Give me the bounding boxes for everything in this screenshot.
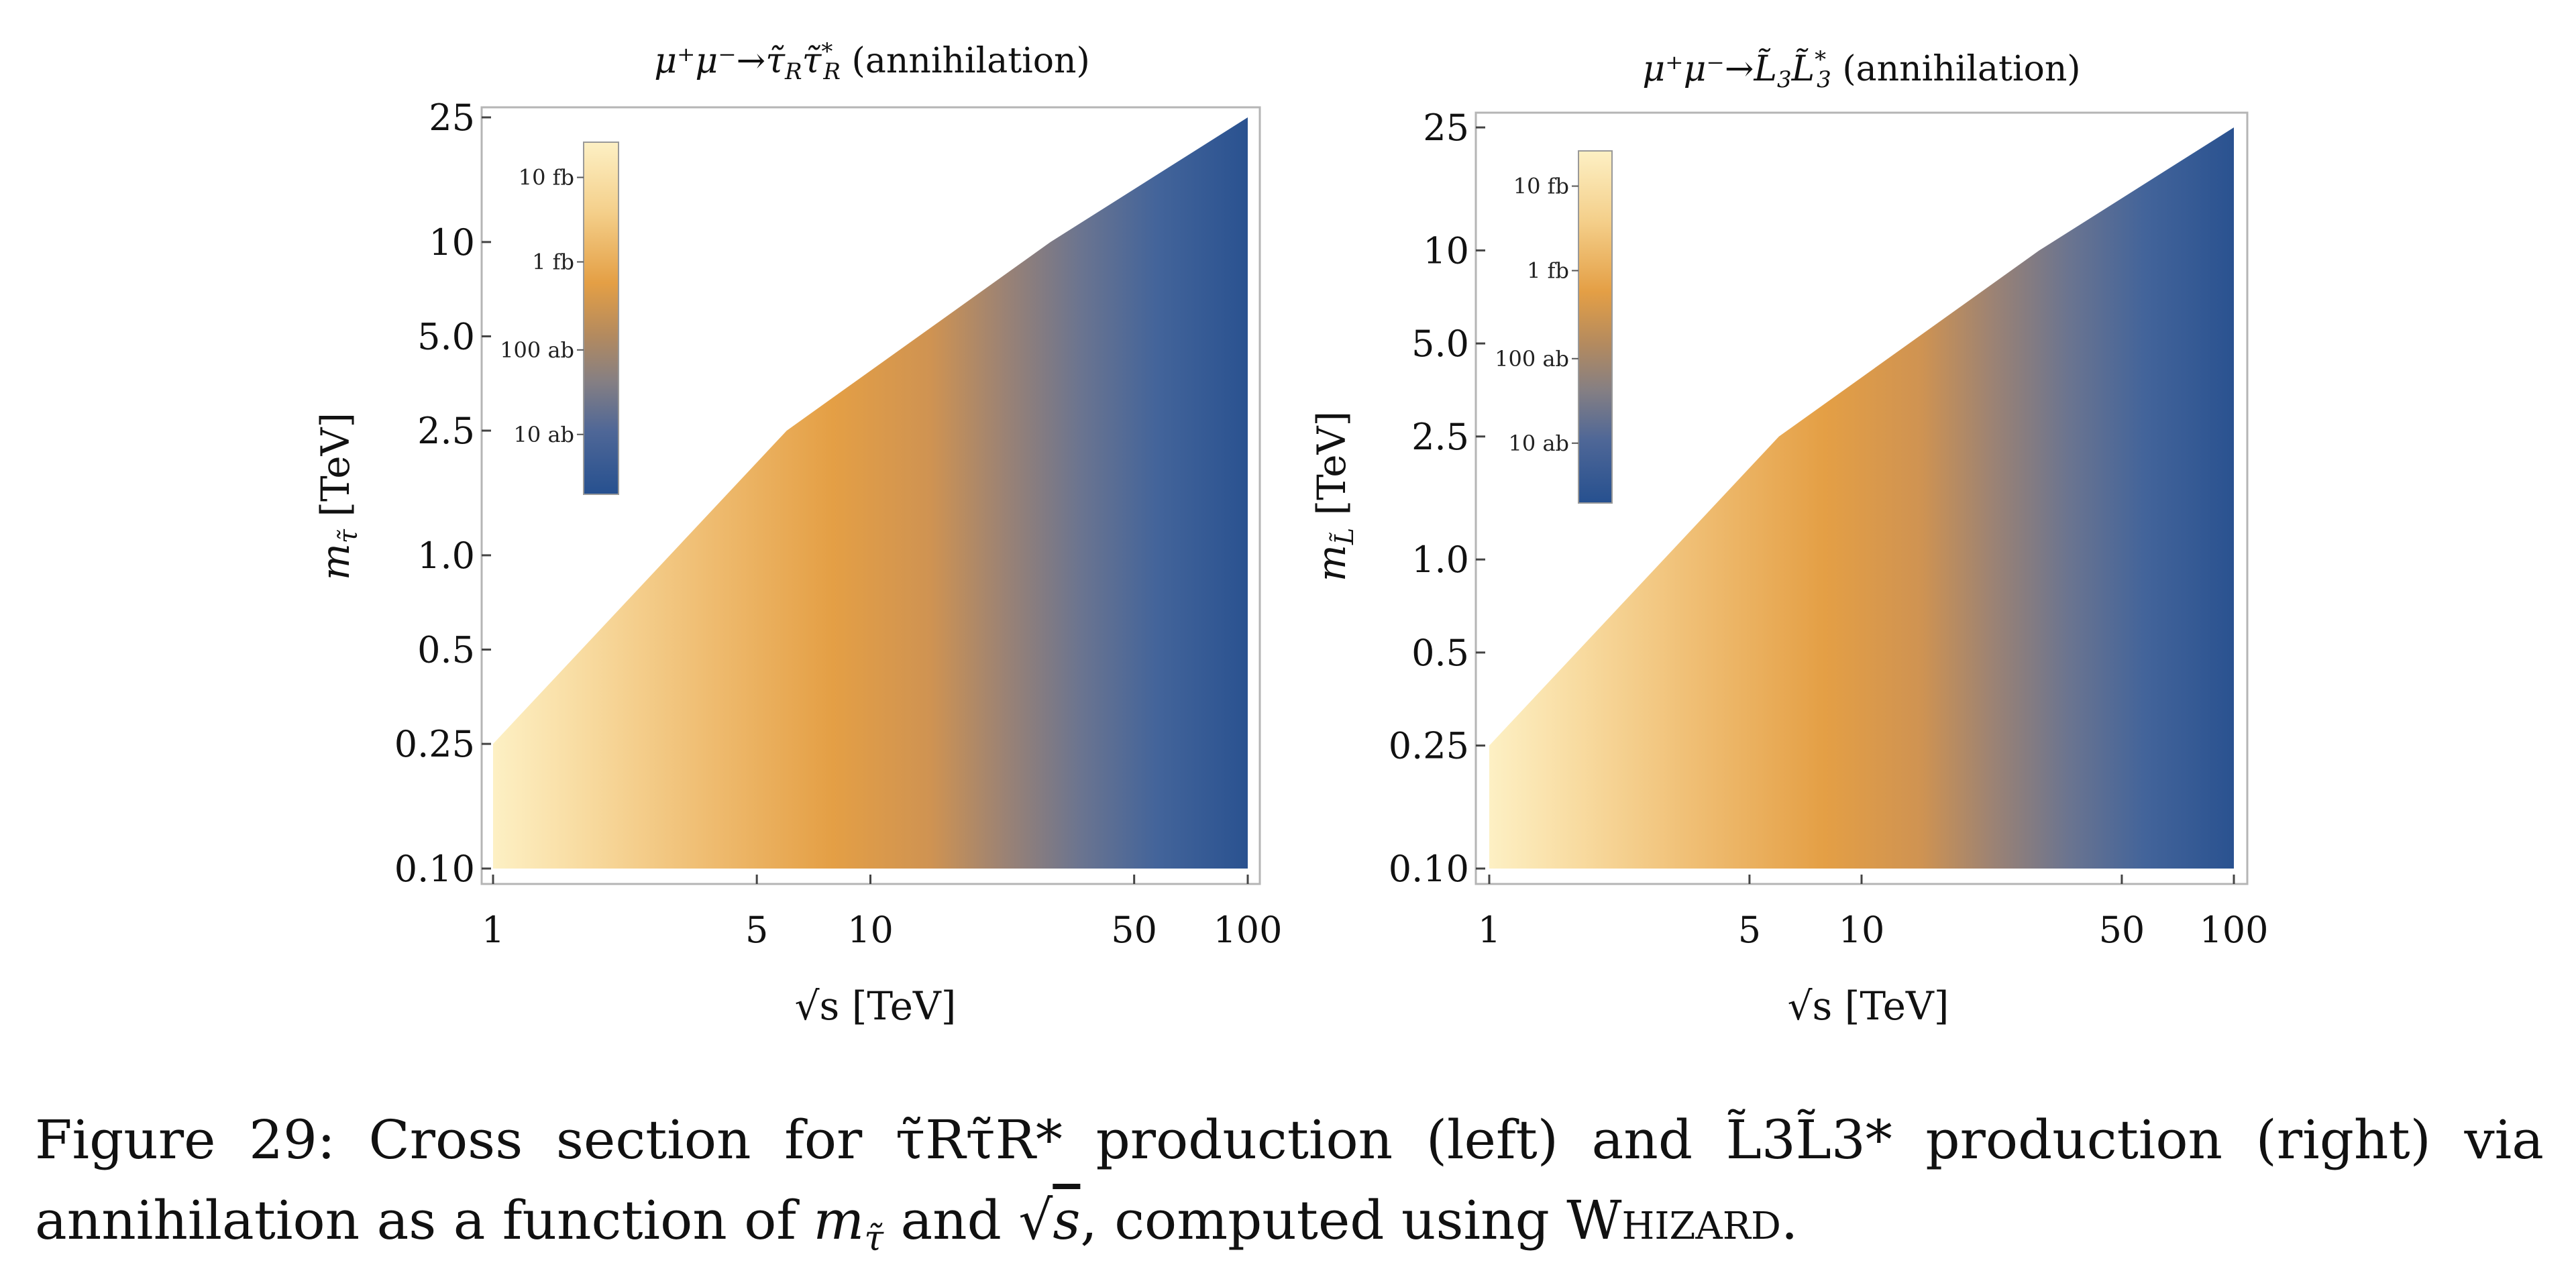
y-tick-label: 1.0 bbox=[1411, 539, 1469, 581]
caption-word: Figure bbox=[35, 1109, 216, 1171]
x-tick-label: 50 bbox=[1111, 909, 1157, 951]
y-tick-label: 0.25 bbox=[394, 723, 475, 765]
y-tick-label: 25 bbox=[429, 97, 475, 139]
x-tick-label: 50 bbox=[2099, 909, 2145, 951]
figure: 1 5 10 50 100 0.10 0.25 0.5 1.0 2.5 5.0 10 25 10 fb 1 … bbox=[313, 38, 2269, 1029]
colorbar-label: 100 ab bbox=[500, 337, 574, 363]
caption-word: production bbox=[1925, 1109, 2222, 1171]
caption-text: and bbox=[883, 1189, 1019, 1252]
colorbar-label: 1 fb bbox=[532, 249, 574, 275]
colorbar-label: 10 fb bbox=[519, 165, 574, 190]
caption-line-2: annihilation as a function of mτ̃ and √s… bbox=[35, 1180, 2544, 1279]
chart-panel-left: 1 5 10 50 100 0.10 0.25 0.5 1.0 2.5 5.0 10 25 10 fb 1 … bbox=[313, 38, 1283, 1029]
heatmap-region bbox=[1489, 127, 2234, 869]
caption-text: . bbox=[1780, 1189, 1799, 1252]
x-axis-label: √s [TeV] bbox=[795, 983, 957, 1029]
caption-word: 29: bbox=[249, 1109, 335, 1171]
colorbar bbox=[1578, 150, 1613, 504]
colorbar-label: 10 fb bbox=[1513, 174, 1569, 199]
caption-whizard: Whizard bbox=[1566, 1189, 1781, 1252]
caption-word: and bbox=[1591, 1109, 1693, 1171]
caption-line-1: Figure 29: Cross section for τ̃Rτ̃R* pro… bbox=[35, 1100, 2544, 1180]
x-tick-label: 5 bbox=[1738, 909, 1761, 951]
x-tick-label: 100 bbox=[2199, 909, 2268, 951]
y-tick-label: 25 bbox=[1423, 107, 1469, 149]
caption-word: (left) bbox=[1426, 1109, 1558, 1171]
y-axis-label: mτ̃ [TeV] bbox=[313, 412, 363, 580]
y-axis-label: mL̃ [TeV] bbox=[1309, 411, 1359, 581]
x-tick-label: 10 bbox=[1839, 909, 1885, 951]
colorbar-label: 100 ab bbox=[1495, 346, 1569, 372]
y-tick-label: 5.0 bbox=[417, 315, 475, 357]
y-tick-label: 0.25 bbox=[1389, 725, 1469, 767]
heatmap-region bbox=[493, 117, 1248, 869]
caption-word: for bbox=[784, 1109, 863, 1171]
x-axis-label: √s [TeV] bbox=[1788, 983, 1949, 1029]
caption-word: τ̃Rτ̃R* bbox=[895, 1109, 1063, 1171]
x-tick-label: 1 bbox=[1478, 909, 1501, 951]
caption-math-m: mτ̃ bbox=[813, 1189, 884, 1259]
caption-text: annihilation as a function of bbox=[35, 1189, 814, 1252]
chart-panel-right: 1 5 10 50 100 0.10 0.25 0.5 1.0 2.5 5.0 10 25 10 fb 1 … bbox=[1309, 46, 2269, 1029]
x-tick-label: 1 bbox=[482, 909, 504, 951]
caption-word: via bbox=[2464, 1109, 2544, 1171]
colorbar bbox=[583, 142, 619, 495]
caption-word: production bbox=[1095, 1109, 1393, 1171]
y-tick-label: 0.10 bbox=[394, 848, 475, 890]
caption-word: section bbox=[555, 1109, 751, 1171]
y-tick-label: 10 bbox=[429, 221, 475, 264]
chart-title: μ⁺μ⁻→τ̃Rτ̃* R (annihilation) bbox=[654, 38, 1090, 85]
y-tick-label: 1.0 bbox=[417, 535, 475, 577]
y-tick-label: 10 bbox=[1423, 229, 1469, 272]
y-tick-label: 5.0 bbox=[1411, 323, 1469, 365]
colorbar-label: 10 ab bbox=[1509, 431, 1569, 456]
x-tick-label: 5 bbox=[745, 909, 768, 951]
caption-text: , computed using bbox=[1080, 1189, 1567, 1252]
caption-word: Cross bbox=[368, 1109, 523, 1171]
figure-caption: Figure 29: Cross section for τ̃Rτ̃R* pro… bbox=[35, 1100, 2544, 1279]
y-tick-label: 2.5 bbox=[1411, 416, 1469, 458]
y-tick-label: 0.5 bbox=[417, 629, 475, 671]
caption-math-sqrt-s: √s bbox=[1018, 1189, 1081, 1252]
y-tick-label: 0.10 bbox=[1389, 848, 1469, 890]
y-tick-label: 0.5 bbox=[1411, 632, 1469, 674]
y-tick-label: 2.5 bbox=[417, 410, 475, 452]
x-tick-label: 10 bbox=[847, 909, 894, 951]
caption-word: L̃3L̃3* bbox=[1725, 1109, 1892, 1171]
x-tick-label: 100 bbox=[1213, 909, 1282, 951]
caption-word: (right) bbox=[2255, 1109, 2431, 1171]
colorbar-label: 10 ab bbox=[514, 422, 574, 447]
chart-title: μ⁺μ⁻→L̃3L̃* 3 (annihilation) bbox=[1642, 46, 2080, 93]
colorbar-label: 1 fb bbox=[1527, 258, 1569, 284]
